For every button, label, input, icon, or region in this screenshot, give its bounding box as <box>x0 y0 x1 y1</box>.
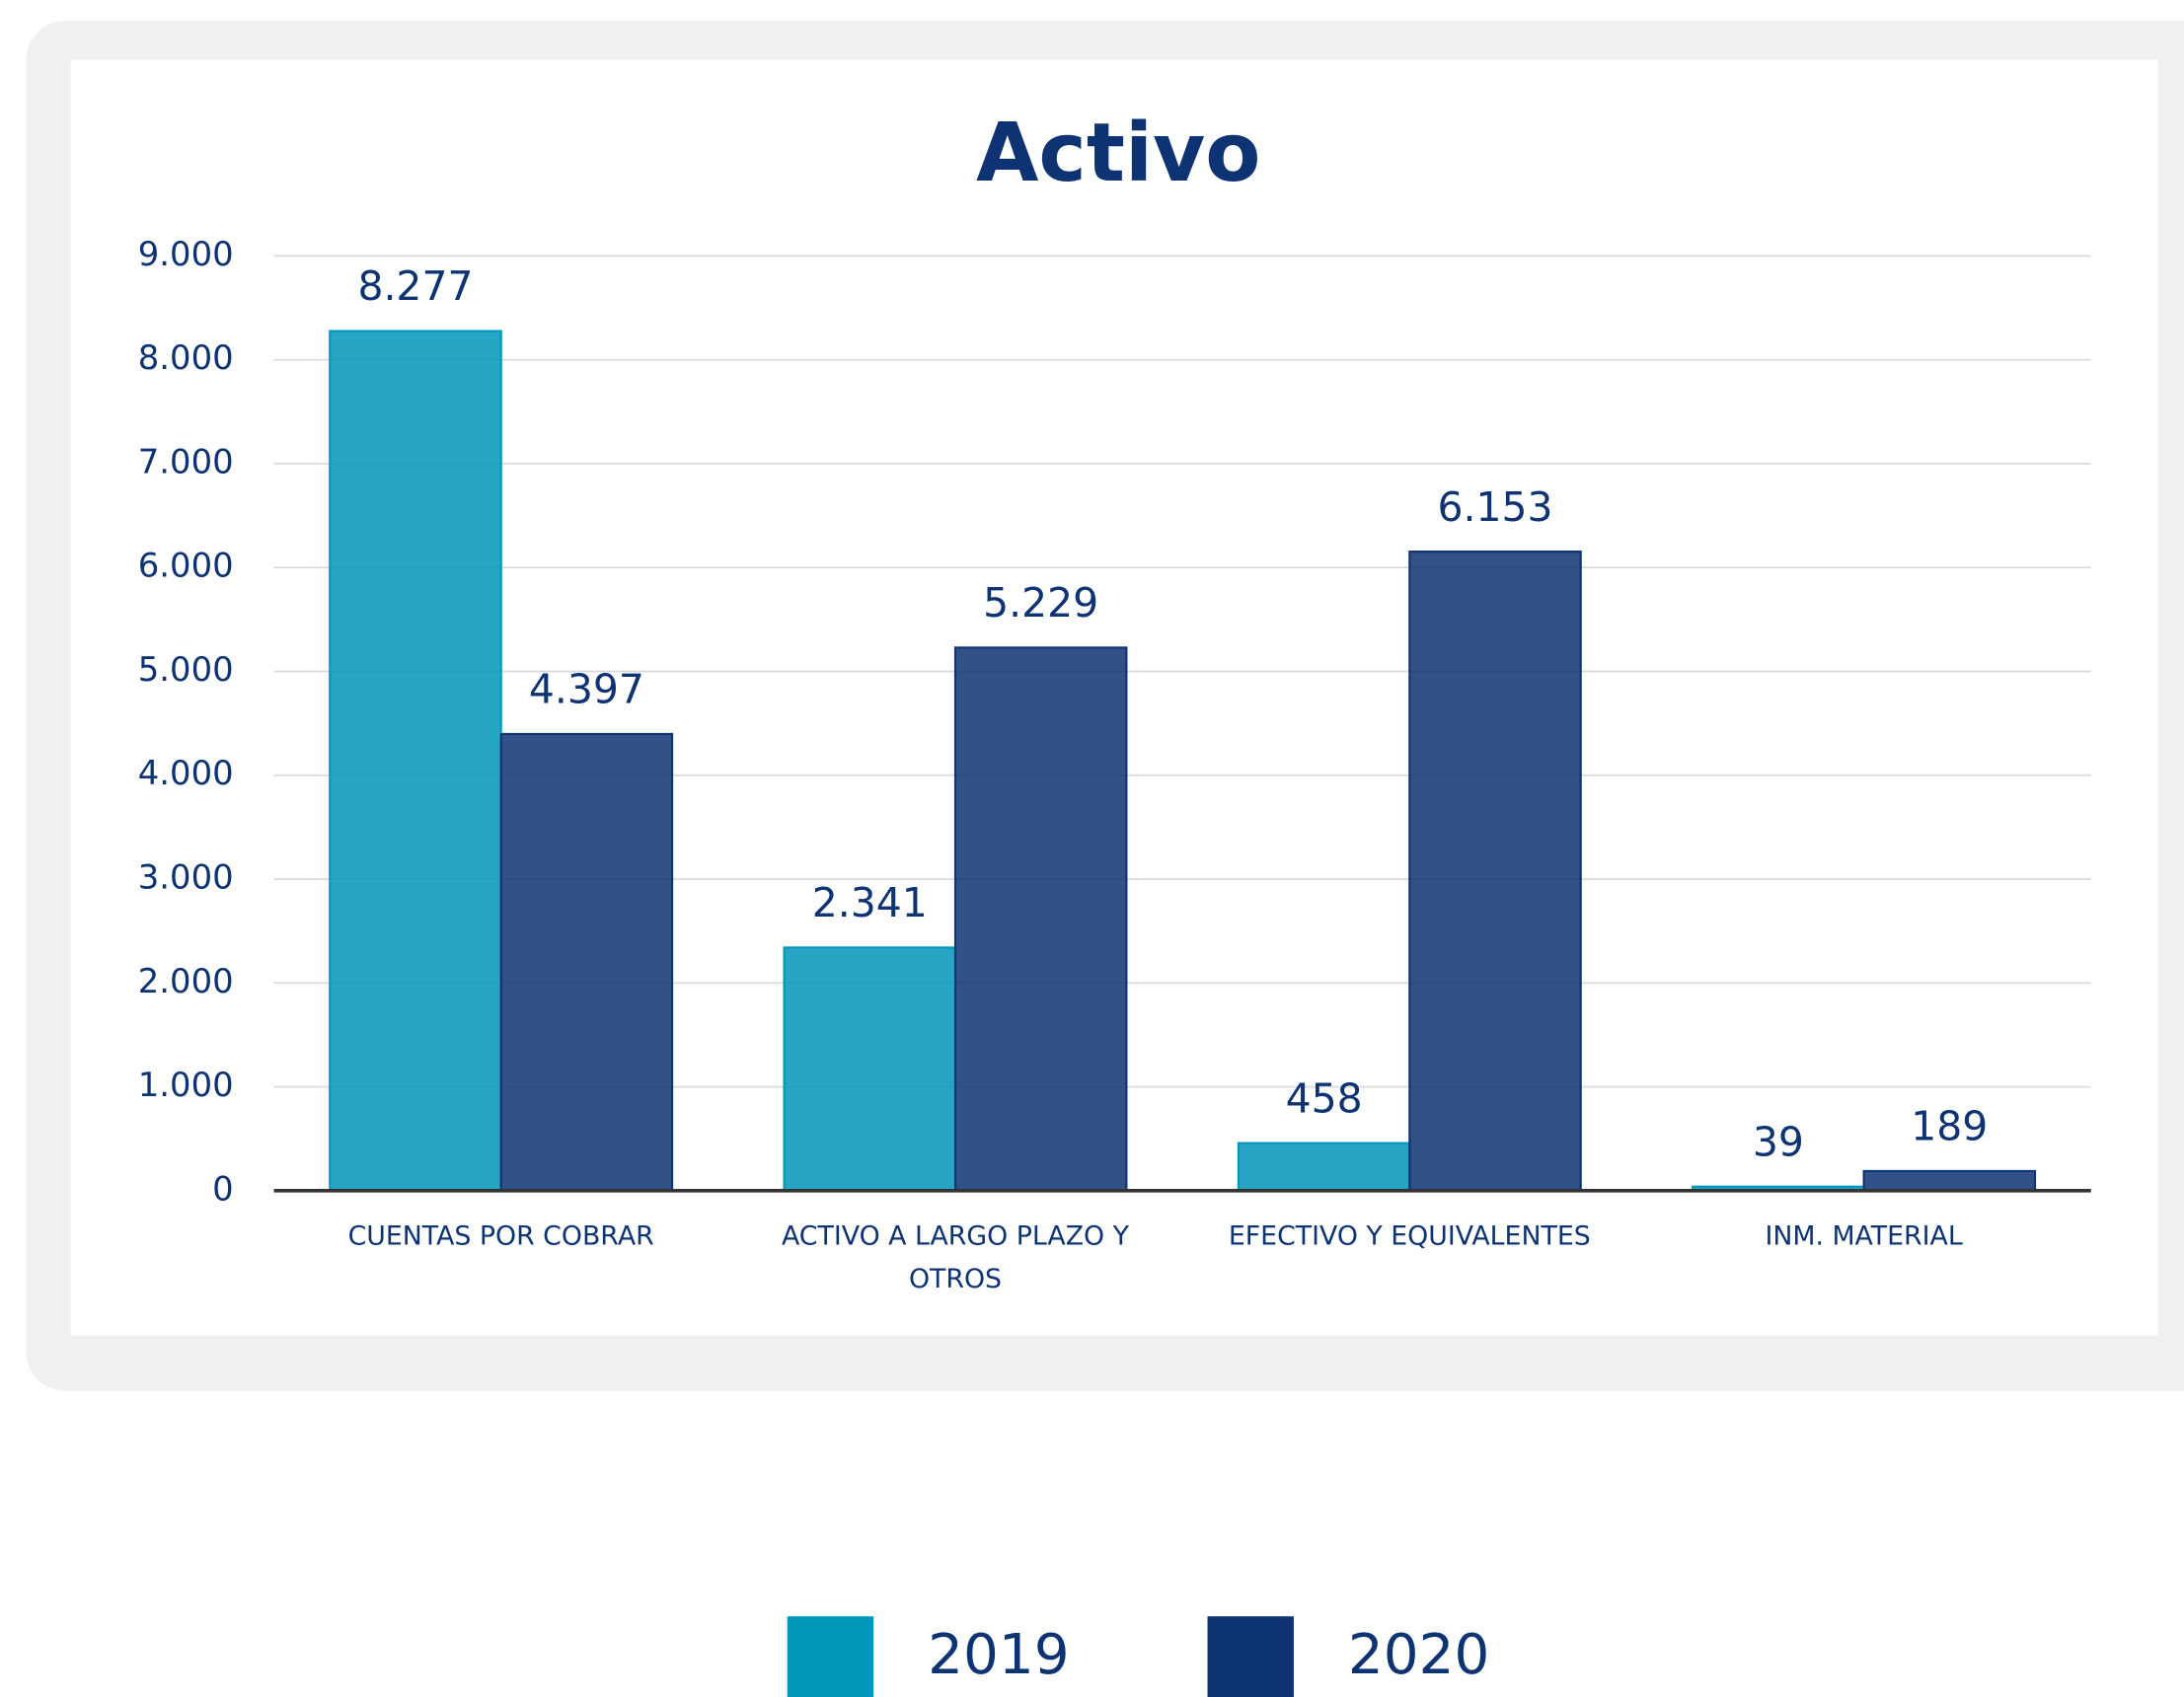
legend-label: 2019 <box>928 1623 1069 1687</box>
bar <box>953 646 1128 1192</box>
data-label: 5.229 <box>983 579 1098 627</box>
bar <box>1862 1169 2037 1192</box>
x-tick-label-line: OTROS <box>909 1264 1002 1294</box>
data-label: 4.397 <box>529 666 644 713</box>
bar <box>329 330 502 1192</box>
bar <box>1408 551 1582 1192</box>
bar <box>1237 1142 1411 1192</box>
x-tick-label-line: ACTIVO A LARGO PLAZO Y <box>782 1220 1130 1251</box>
data-label: 6.153 <box>1437 483 1552 531</box>
x-tick-label-line: CUENTAS POR COBRAR <box>348 1220 654 1251</box>
y-tick-label: 0 <box>212 1169 234 1208</box>
y-tick-label: 6.000 <box>138 547 234 585</box>
x-tick-label-line: INM. MATERIAL <box>1765 1220 1962 1251</box>
chart-title: Activo <box>976 107 1260 200</box>
legend-swatch <box>787 1616 874 1697</box>
legend-swatch <box>1207 1616 1294 1697</box>
x-tick-label: EFECTIVO Y EQUIVALENTES <box>1229 1220 1591 1251</box>
y-tick-label: 2.000 <box>138 962 234 1000</box>
data-label: 39 <box>1753 1118 1804 1165</box>
x-tick-label: INM. MATERIAL <box>1765 1220 1962 1251</box>
y-tick-label: 5.000 <box>138 650 234 689</box>
data-label: 458 <box>1286 1074 1363 1122</box>
legend-label: 2020 <box>1348 1623 1489 1687</box>
x-tick-label: CUENTAS POR COBRAR <box>348 1220 654 1251</box>
data-label: 2.341 <box>812 879 928 926</box>
y-tick-label: 7.000 <box>138 442 234 480</box>
y-tick-label: 8.000 <box>138 338 234 377</box>
y-tick-label: 3.000 <box>138 858 234 897</box>
data-label: 189 <box>1911 1103 1988 1150</box>
bar <box>499 732 674 1192</box>
data-label: 8.277 <box>357 262 473 310</box>
y-tick-label: 1.000 <box>138 1066 234 1104</box>
bar <box>783 946 957 1192</box>
y-tick-label: 9.000 <box>138 235 234 273</box>
x-tick-label: ACTIVO A LARGO PLAZO Y OTROS <box>782 1220 1130 1294</box>
y-tick-label: 4.000 <box>138 754 234 792</box>
x-tick-label-line: EFECTIVO Y EQUIVALENTES <box>1229 1220 1591 1251</box>
